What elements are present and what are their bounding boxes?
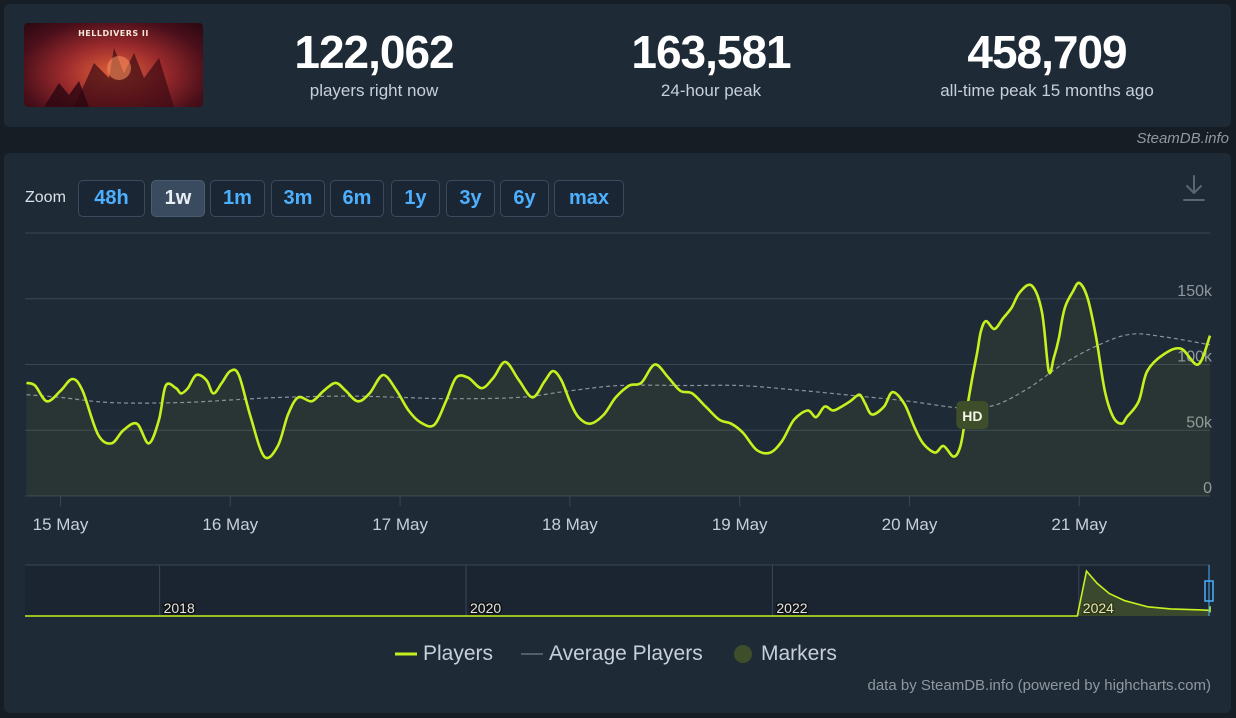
x-tick-label: 15 May — [33, 515, 89, 534]
x-tick-label: 16 May — [202, 515, 258, 534]
x-tick-label: 19 May — [712, 515, 768, 534]
all-time-peak-label: all-time peak 15 months ago — [940, 81, 1154, 100]
navigator-year-label: 2018 — [164, 600, 195, 616]
navigator-area — [25, 571, 1210, 616]
x-tick-label: 21 May — [1051, 515, 1107, 534]
marker-label: HD — [962, 408, 982, 424]
legend-players[interactable]: Players — [395, 642, 493, 666]
navigator-year-label: 2022 — [776, 600, 807, 616]
legend-average-line-icon — [521, 653, 543, 655]
brand-watermark[interactable]: SteamDB.info — [1136, 130, 1229, 147]
marker-badge — [956, 401, 989, 429]
navigator-year-label: 2024 — [1083, 600, 1114, 616]
peak-24h-value: 163,581 — [631, 26, 791, 78]
download-icon[interactable] — [1181, 173, 1207, 203]
current-players-value: 122,062 — [294, 26, 454, 78]
y-tick-label: 0 — [1203, 480, 1212, 497]
players-area — [26, 282, 1210, 496]
legend-players-label: Players — [423, 642, 494, 665]
zoom-button-1m[interactable]: 1m — [210, 180, 265, 217]
zoom-button-48h[interactable]: 48h — [78, 180, 145, 217]
y-tick-label: 150k — [1177, 283, 1213, 300]
current-players-stat: 122,062 players right now — [274, 24, 474, 102]
game-art-icon — [44, 48, 174, 107]
average-players-line — [26, 333, 1211, 409]
zoom-button-3y[interactable]: 3y — [446, 180, 495, 217]
zoom-button-3m[interactable]: 3m — [271, 180, 325, 217]
x-tick-label: 18 May — [542, 515, 598, 534]
legend-average[interactable]: Average Players — [521, 642, 703, 666]
chart-panel: Zoom 48h 1w 1m 3m 6m 1y 3y 6y max 0 50k 10… — [4, 153, 1231, 713]
zoom-button-max[interactable]: max — [554, 180, 624, 217]
all-time-peak-value: 458,709 — [967, 26, 1127, 78]
game-logo-text: HELLDIVERS II — [78, 29, 149, 38]
zoom-button-1w[interactable]: 1w — [151, 180, 205, 217]
all-time-peak-stat: 458,709 all-time peak 15 months ago — [904, 24, 1190, 102]
x-tick-label: 17 May — [372, 515, 428, 534]
legend-average-label: Average Players — [549, 642, 703, 665]
peak-24h-label: 24-hour peak — [660, 81, 762, 100]
navigator-bg — [25, 565, 1210, 616]
y-tick-label: 50k — [1186, 414, 1213, 431]
navigator-year-label: 2020 — [470, 600, 501, 616]
zoom-button-6m[interactable]: 6m — [330, 180, 384, 217]
legend-markers[interactable]: Markers — [733, 642, 837, 666]
x-tick-label: 20 May — [882, 515, 938, 534]
game-thumbnail[interactable]: HELLDIVERS II — [24, 23, 203, 107]
peak-24h-stat: 163,581 24-hour peak — [604, 24, 818, 102]
navigator-line — [25, 569, 1211, 617]
legend-markers-label: Markers — [761, 642, 837, 665]
players-line — [26, 281, 1212, 460]
current-players-label: players right now — [309, 81, 439, 100]
stats-panel: HELLDIVERS II 122,062 players right now … — [4, 4, 1231, 127]
zoom-label: Zoom — [25, 189, 66, 206]
zoom-button-1y[interactable]: 1y — [391, 180, 440, 217]
chart-credits[interactable]: data by SteamDB.info (powered by highcha… — [867, 677, 1212, 694]
legend-markers-dot-icon — [734, 645, 752, 664]
legend-players-line-icon — [395, 652, 417, 656]
chart-legend: Players Average Players Markers — [4, 642, 1231, 670]
zoom-button-6y[interactable]: 6y — [500, 180, 549, 217]
